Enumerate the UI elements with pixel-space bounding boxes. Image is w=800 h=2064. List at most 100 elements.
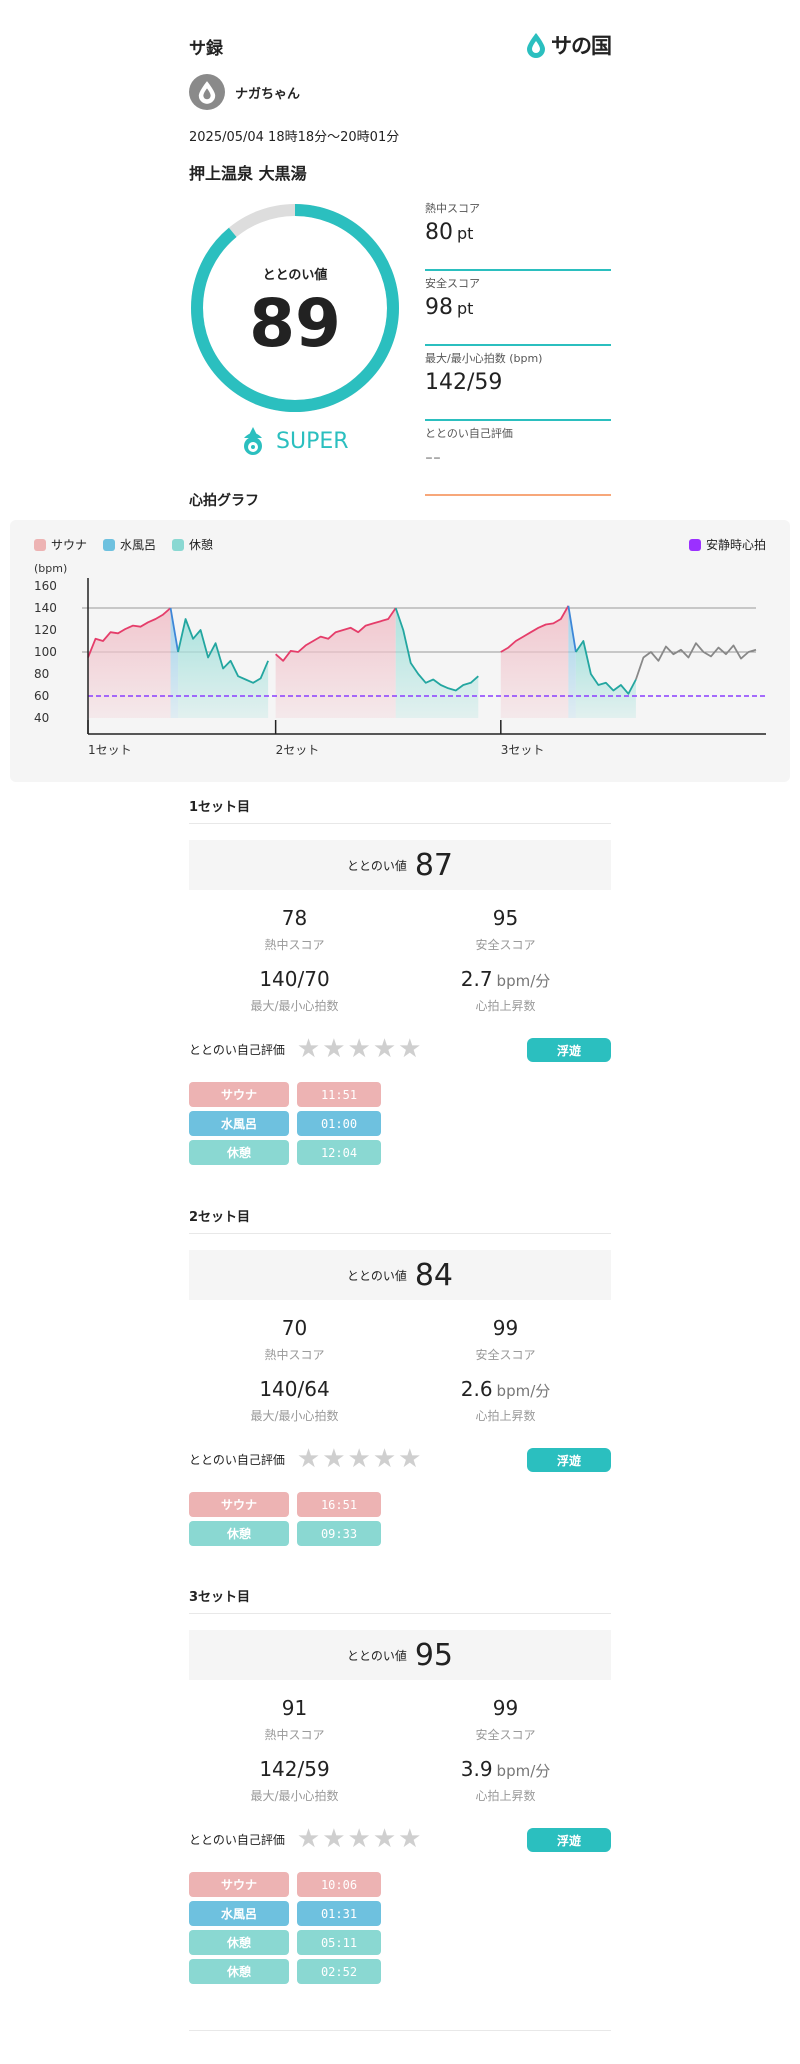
totonoi-value: 87 [414, 847, 454, 883]
star-icon[interactable]: ★ [322, 1824, 346, 1854]
drop-icon [198, 81, 216, 104]
set-title: 3セット目 [189, 1586, 611, 1614]
set-card-1: 1セット目 ととのい値 87 78 熱中スコア 95 安全スコア 140/70 最大/最小… [189, 796, 611, 1169]
phase-row: 休憩 12:04 [189, 1140, 611, 1165]
app-title: サ録 [189, 39, 223, 59]
totonoi-value: 95 [414, 1637, 454, 1673]
set-card-2: 2セット目 ととのい値 84 70 熱中スコア 99 安全スコア 140/64 最大/最小… [189, 1206, 611, 1550]
star-icon[interactable]: ★ [398, 1034, 422, 1064]
metric: 91 熱中スコア [189, 1696, 400, 1743]
gauge-progress-arc [191, 204, 399, 412]
star-icon[interactable]: ★ [372, 1034, 397, 1064]
set-totonoi: ととのい値 95 [189, 1630, 611, 1680]
metric-value: 140/70 [259, 967, 330, 991]
phase-time: 01:00 [297, 1111, 381, 1136]
brand-logo[interactable]: サの国 [525, 30, 612, 60]
phase-list: サウナ 11:51 水風呂 01:00 休憩 12:04 [189, 1082, 611, 1165]
star-icon[interactable]: ★ [322, 1034, 346, 1064]
phase-name: サウナ [189, 1082, 289, 1107]
hr-chart-svg: (bpm) 160 140 120 100 80 60 40 1セット 2セット 3セット [34, 562, 766, 757]
totonoi-label: ととのい値 [346, 1268, 407, 1283]
sauna-hat-person-icon [244, 427, 262, 455]
star-icon[interactable]: ★ [347, 1444, 371, 1474]
eval-label: ととのい自己評価 [189, 1832, 285, 1847]
chart-legend: サウナ 水風呂 休憩 [34, 536, 213, 553]
phase-name: 水風呂 [189, 1901, 289, 1926]
y-tick-label: 80 [34, 667, 49, 681]
y-tick-label: 40 [34, 711, 49, 725]
metric: 78 熱中スコア [189, 906, 400, 953]
phase-area-mizu [170, 608, 179, 718]
stat-label: 熱中スコア [425, 202, 480, 215]
y-unit-label: (bpm) [34, 562, 67, 575]
hr-line-sauna [500, 605, 570, 653]
metric-value: 78 [281, 906, 308, 930]
metric-label: 最大/最小心拍数 [250, 1409, 339, 1423]
y-tick-label: 160 [34, 579, 57, 593]
metric-label: 安全スコア [475, 1728, 536, 1742]
metric-value: 70 [281, 1316, 308, 1340]
star-icon[interactable]: ★ [347, 1034, 371, 1064]
metric-value: 99 [492, 1696, 519, 1720]
state-badge[interactable]: 浮遊 [527, 1448, 611, 1472]
set-metrics: 78 熱中スコア 95 安全スコア 140/70 最大/最小心拍数 2.7 bpm/分 心拍上昇… [189, 906, 611, 1014]
phase-row: 休憩 05:11 [189, 1930, 611, 1955]
star-icon[interactable]: ★ [347, 1824, 371, 1854]
phase-area-sauna [500, 605, 569, 718]
star-icon[interactable]: ★ [398, 1444, 422, 1474]
summary-stats: 熱中スコア 80 pt 安全スコア 98 pt 最大/最小心拍数 (bpm) 142… [425, 196, 611, 496]
stat-self-evaluation[interactable]: ととのい自己評価 -- [425, 421, 611, 496]
hr-line-rest [394, 607, 479, 692]
stat-label: ととのい自己評価 [425, 427, 513, 440]
metric-label: 心拍上昇数 [475, 1789, 536, 1803]
hr-line-rest [177, 618, 269, 684]
facility-name: 押上温泉 大黒湯 [189, 164, 307, 183]
phase-time: 10:06 [297, 1872, 381, 1897]
phase-area-sauna [275, 608, 396, 718]
metric: 142/59 最大/最小心拍数 [189, 1757, 400, 1804]
gauge-label: ととのい値 [262, 268, 328, 283]
metric-value: 91 [281, 1696, 308, 1720]
legend-item-resting-hr: 安静時心拍 [688, 536, 766, 553]
rating-stars[interactable]: ★ ★ ★ ★ ★ [297, 1036, 422, 1062]
phase-time: 05:11 [297, 1930, 381, 1955]
star-icon[interactable]: ★ [322, 1444, 346, 1474]
hr-line-sauna [87, 607, 172, 658]
phase-area-mizu [568, 605, 576, 718]
phase-time: 11:51 [297, 1082, 381, 1107]
star-icon[interactable]: ★ [296, 1444, 321, 1474]
star-icon[interactable]: ★ [296, 1824, 321, 1854]
metric-value: 99 [492, 1316, 519, 1340]
phase-row: サウナ 16:51 [189, 1492, 611, 1517]
stat-value: 98 pt [425, 295, 474, 320]
hr-line-mizu [567, 605, 577, 653]
phase-name: 水風呂 [189, 1111, 289, 1136]
legend-item-sauna: サウナ [34, 536, 87, 553]
phase-area-sauna [88, 608, 171, 718]
stat-safety-score: 安全スコア 98 pt [425, 271, 611, 346]
star-icon[interactable]: ★ [372, 1824, 397, 1854]
avatar[interactable] [189, 74, 225, 110]
phase-time: 16:51 [297, 1492, 381, 1517]
eval-label: ととのい自己評価 [189, 1042, 285, 1057]
star-icon[interactable]: ★ [398, 1824, 422, 1854]
header: サ録 サの国 [189, 30, 612, 62]
stat-heart-rate: 最大/最小心拍数 (bpm) 142/59 [425, 346, 611, 421]
state-badge[interactable]: 浮遊 [527, 1828, 611, 1852]
phase-name: 休憩 [189, 1521, 289, 1546]
metric-value: 140/64 [259, 1377, 330, 1401]
metric-label: 熱中スコア [264, 1348, 325, 1362]
logo-text: サの国 [551, 34, 612, 58]
star-icon[interactable]: ★ [372, 1444, 397, 1474]
stat-value: 142/59 [425, 370, 503, 395]
stat-heat-score: 熱中スコア 80 pt [425, 196, 611, 271]
star-icon[interactable]: ★ [296, 1034, 321, 1064]
set-title: 1セット目 [189, 796, 611, 824]
metric-value: 2.7 bpm/分 [460, 967, 551, 991]
state-badge[interactable]: 浮遊 [527, 1038, 611, 1062]
rating-stars[interactable]: ★ ★ ★ ★ ★ [297, 1446, 422, 1472]
hr-graph-title: 心拍グラフ [189, 493, 259, 509]
rating-stars[interactable]: ★ ★ ★ ★ ★ [297, 1826, 422, 1852]
gauge-ring [191, 204, 399, 412]
user-row[interactable]: ナガちゃん [189, 72, 611, 112]
